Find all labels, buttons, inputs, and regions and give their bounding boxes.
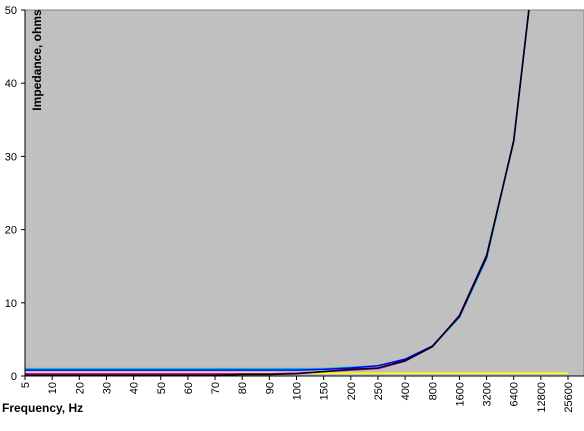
y-tick-label: 10 (5, 298, 17, 310)
x-tick-label: 20 (74, 382, 86, 394)
series-group (25, 10, 568, 376)
x-tick-label: 150 (319, 382, 331, 400)
y-axis-label: Impedance, ohms (30, 9, 44, 111)
x-tick-label: 30 (101, 382, 113, 394)
x-tick-label: 6400 (509, 382, 521, 406)
series-line (25, 10, 530, 376)
x-tick-label: 100 (292, 382, 304, 400)
x-tick-label: 90 (264, 382, 276, 394)
x-tick-label: 40 (129, 382, 141, 394)
x-tick-label: 400 (400, 382, 412, 400)
x-tick-label: 250 (373, 382, 385, 400)
x-tick-label: 3200 (482, 382, 494, 406)
y-tick-label: 0 (11, 371, 17, 383)
x-tick-label: 5 (20, 382, 32, 388)
y-tick-label: 30 (5, 151, 17, 163)
plot-area (24, 9, 584, 377)
x-tick-label: 25600 (563, 382, 575, 413)
x-tick-label: 10 (47, 382, 59, 394)
y-tick-label: 50 (5, 5, 17, 17)
x-tick-label: 70 (210, 382, 222, 394)
x-tick-label: 60 (183, 382, 195, 394)
x-axis-label: Frequency, Hz (2, 401, 83, 415)
x-tick-label: 200 (346, 382, 358, 400)
x-tick-label: 800 (427, 382, 439, 400)
x-tick-label: 1600 (454, 382, 466, 406)
x-tick-label: 80 (237, 382, 249, 394)
y-tick-label: 20 (5, 225, 17, 237)
x-tick-label: 12800 (536, 382, 548, 413)
y-tick-label: 40 (5, 78, 17, 90)
x-tick-label: 50 (156, 382, 168, 394)
